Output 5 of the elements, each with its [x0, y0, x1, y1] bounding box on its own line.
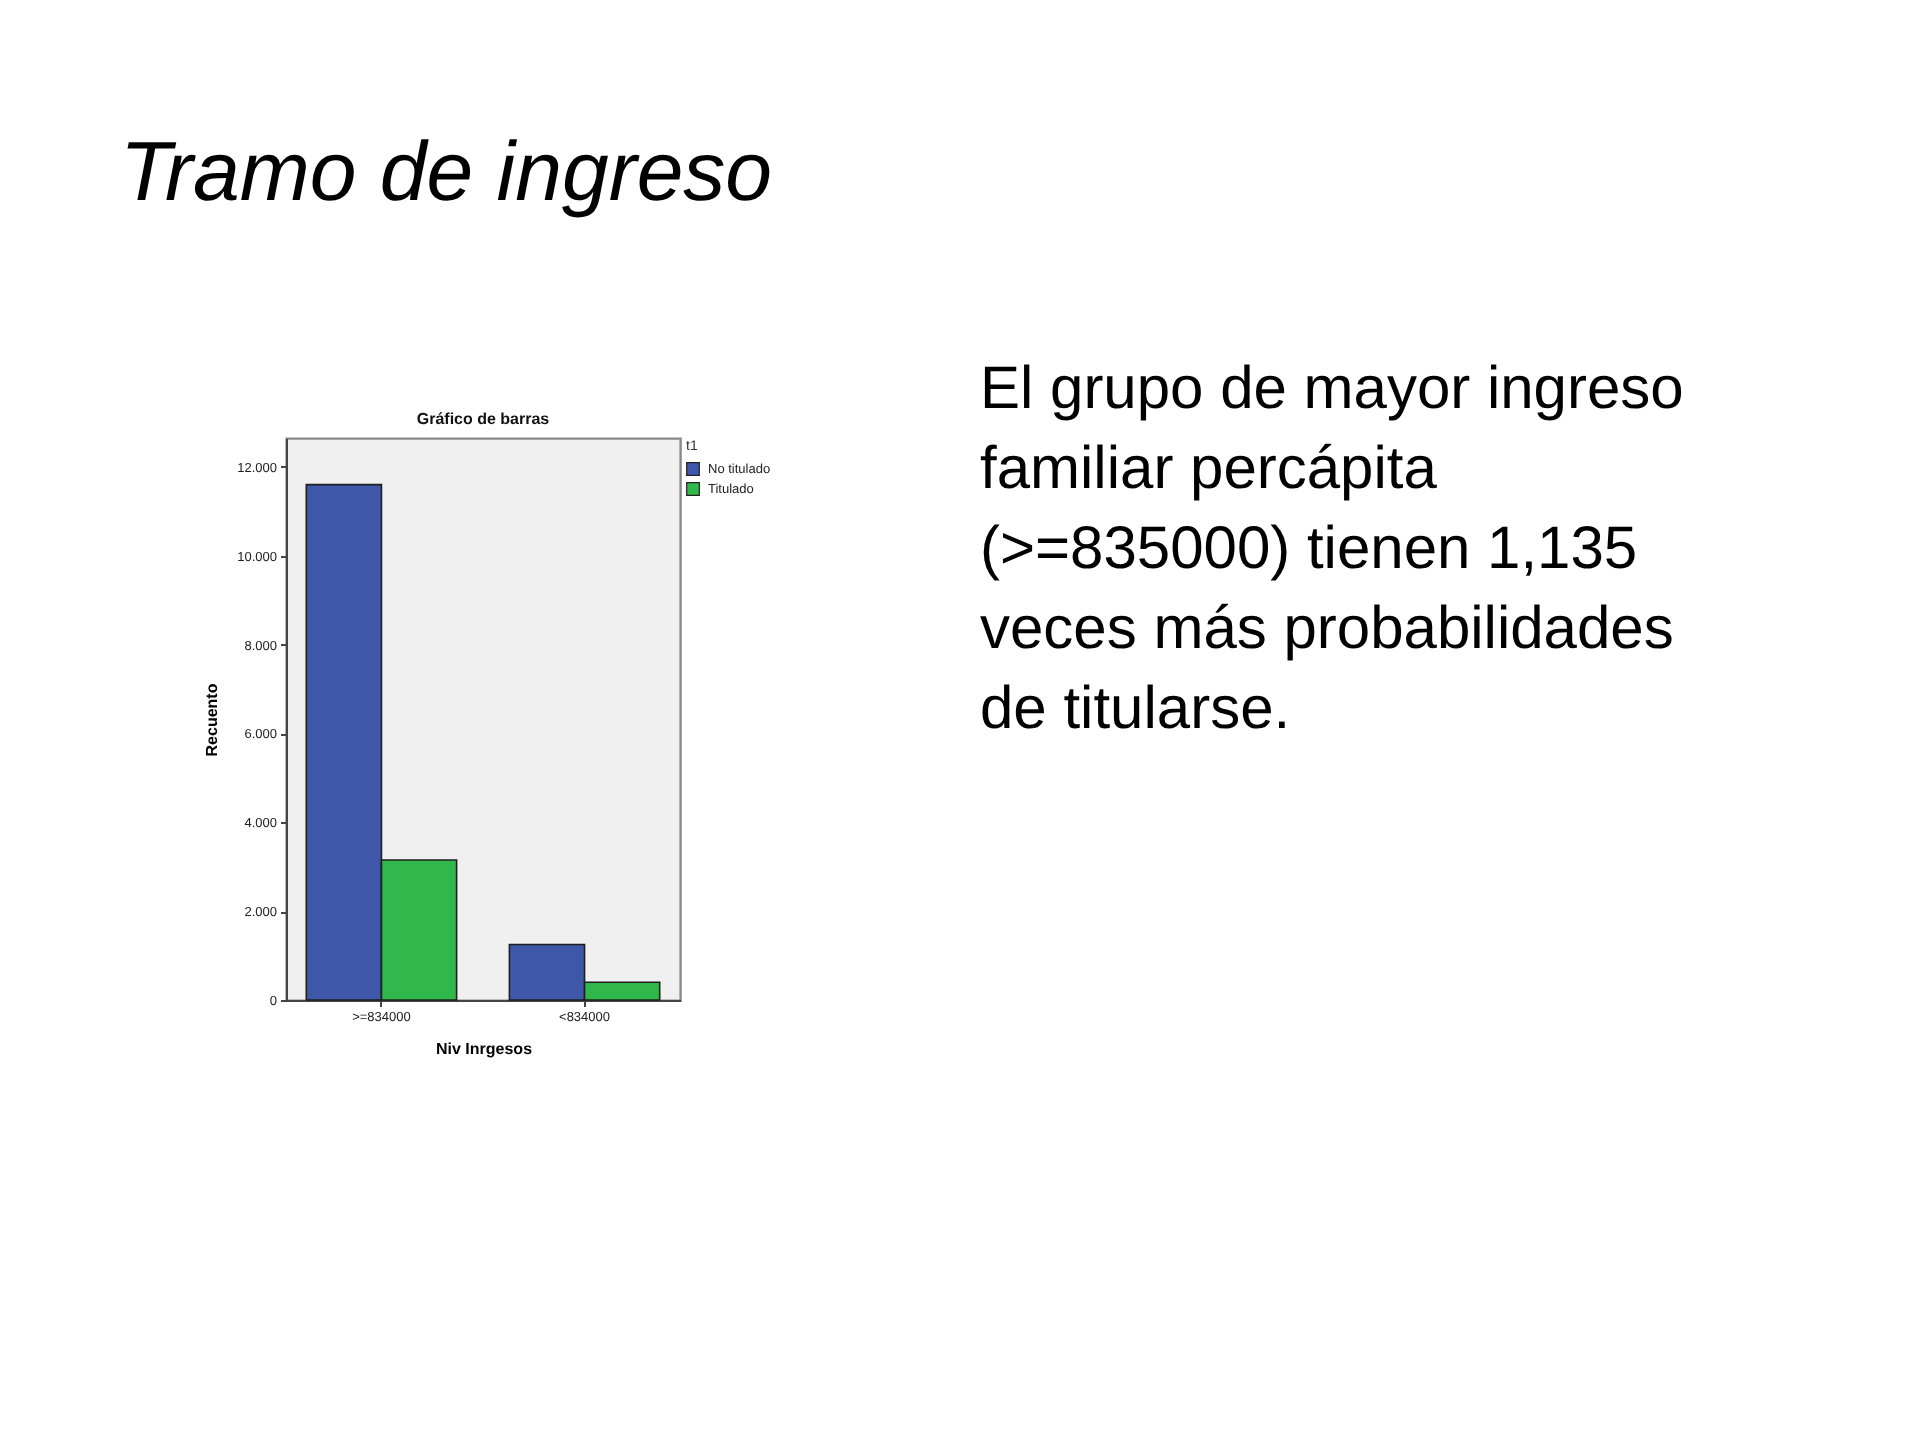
chart-subtitle: Gráfico de barras — [416, 410, 551, 428]
chart-title: Tramo de ingreso — [120, 124, 773, 220]
y-axis-title: Recuento — [203, 683, 222, 757]
x-axis-title: Niv Inrgesos — [435, 1040, 534, 1058]
text: El grupo de mayor ingreso familiar percápita (>=835000) tienen 1,135 veces más probabilidades de titularse. — [980, 354, 1686, 746]
